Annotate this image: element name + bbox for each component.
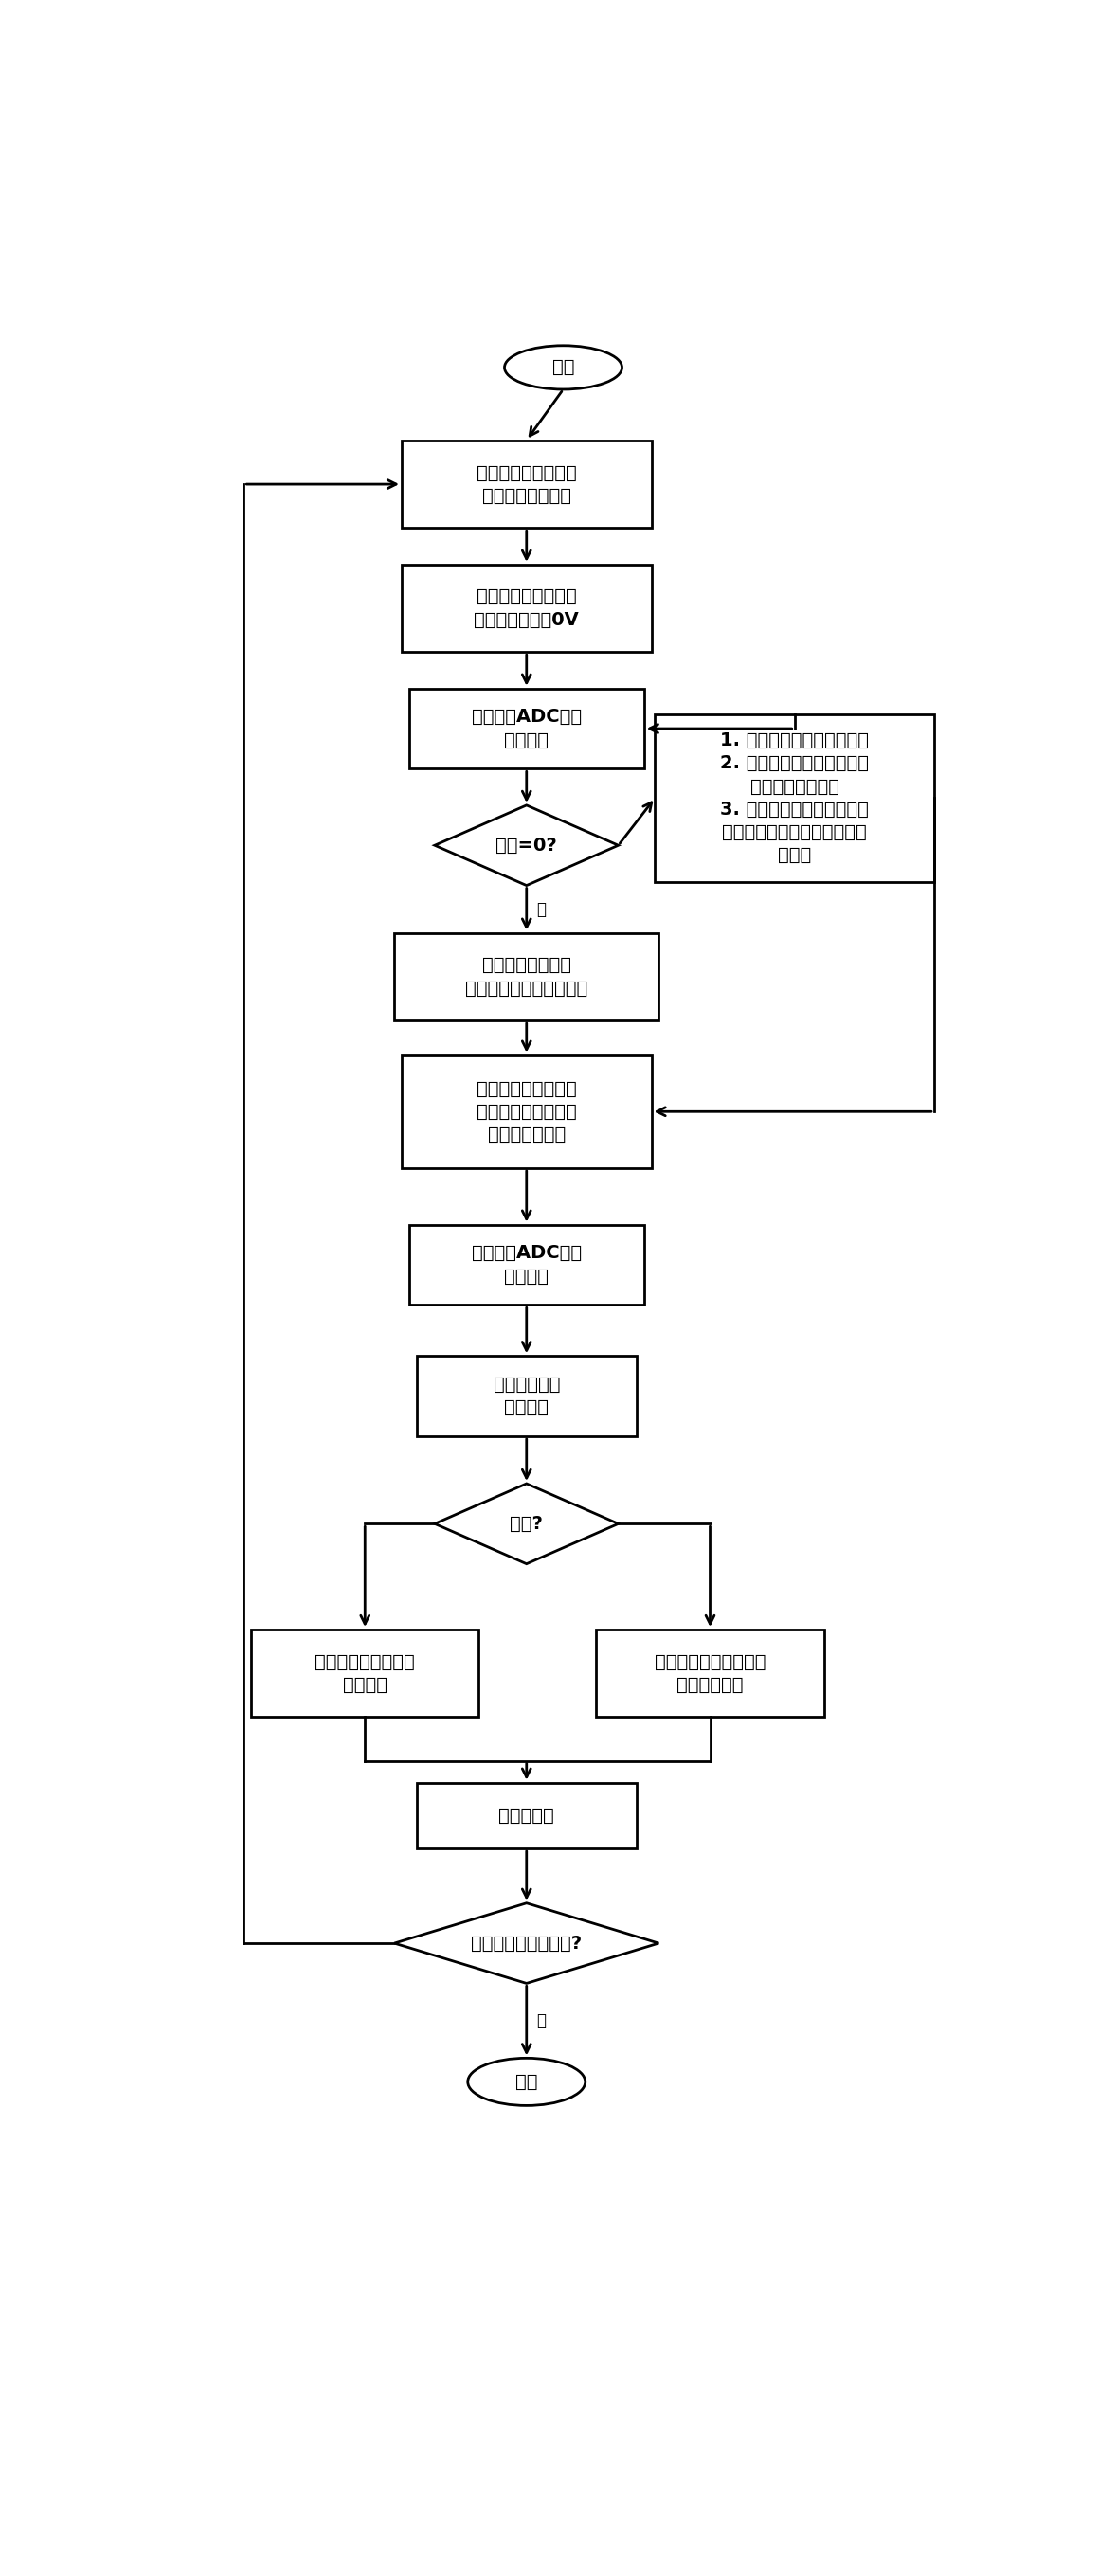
Text: 开始: 开始 [552, 358, 575, 376]
Text: 保存第一调节单元
和第二调节单元当前取値: 保存第一调节单元 和第二调节单元当前取値 [465, 956, 588, 997]
Bar [395, 933, 658, 1020]
Text: 结束: 结束 [515, 2074, 537, 2092]
Text: 拟合输入输出
关系曲线: 拟合输入输出 关系曲线 [493, 1376, 559, 1417]
Polygon shape [435, 806, 619, 886]
Text: 内置信号源第四调节
单元注入电压为0V: 内置信号源第四调节 单元注入电压为0V [474, 587, 579, 629]
Text: 保存当前量程输入输
出比例値: 保存当前量程输入输 出比例値 [315, 1654, 415, 1695]
Polygon shape [435, 1484, 619, 1564]
Text: 所有量程已校准完毕?: 所有量程已校准完毕? [471, 1935, 582, 1953]
Text: 均値=0?: 均値=0? [496, 837, 557, 855]
Bar [655, 714, 934, 881]
Ellipse shape [504, 345, 622, 389]
Text: 是: 是 [536, 902, 546, 917]
Bar [402, 564, 652, 652]
Text: 下一级量程: 下一级量程 [499, 1806, 554, 1824]
Polygon shape [395, 1904, 658, 1984]
Text: 读取当前ADC値，
并求均値: 读取当前ADC値， 并求均値 [471, 1244, 581, 1285]
Text: 按当前量程将内置信
号源输出细分适量等
份，并依次注入: 按当前量程将内置信 号源输出细分适量等 份，并依次注入 [477, 1079, 577, 1144]
Bar [402, 440, 652, 528]
Text: 线性?: 线性? [510, 1515, 543, 1533]
Text: 是: 是 [536, 2012, 546, 2030]
Bar [409, 688, 644, 768]
Text: 保存当前量程输入输出
拟合关系数据: 保存当前量程输入输出 拟合关系数据 [654, 1654, 766, 1695]
Ellipse shape [468, 2058, 586, 2105]
Bar [409, 1224, 644, 1306]
Text: 1. 微调第一调节单元电压値
2. 在预设値基础上，调节第
二调节单元电压値
3. 采用二分法，快速找到合
理第一调节单元和第二调节单
元取値: 1. 微调第一调节单元电压値 2. 在预设値基础上，调节第 二调节单元电压値 3… [720, 732, 869, 866]
Bar [252, 1631, 479, 1718]
Bar [402, 1056, 652, 1167]
Text: 读取当前ADC値，
并求均値: 读取当前ADC値， 并求均値 [471, 708, 581, 750]
Bar [417, 1783, 636, 1850]
Text: 按当前量程设定增益
控制第三调节单元: 按当前量程设定增益 控制第三调节单元 [477, 464, 577, 505]
Bar [597, 1631, 824, 1718]
Bar [417, 1355, 636, 1437]
